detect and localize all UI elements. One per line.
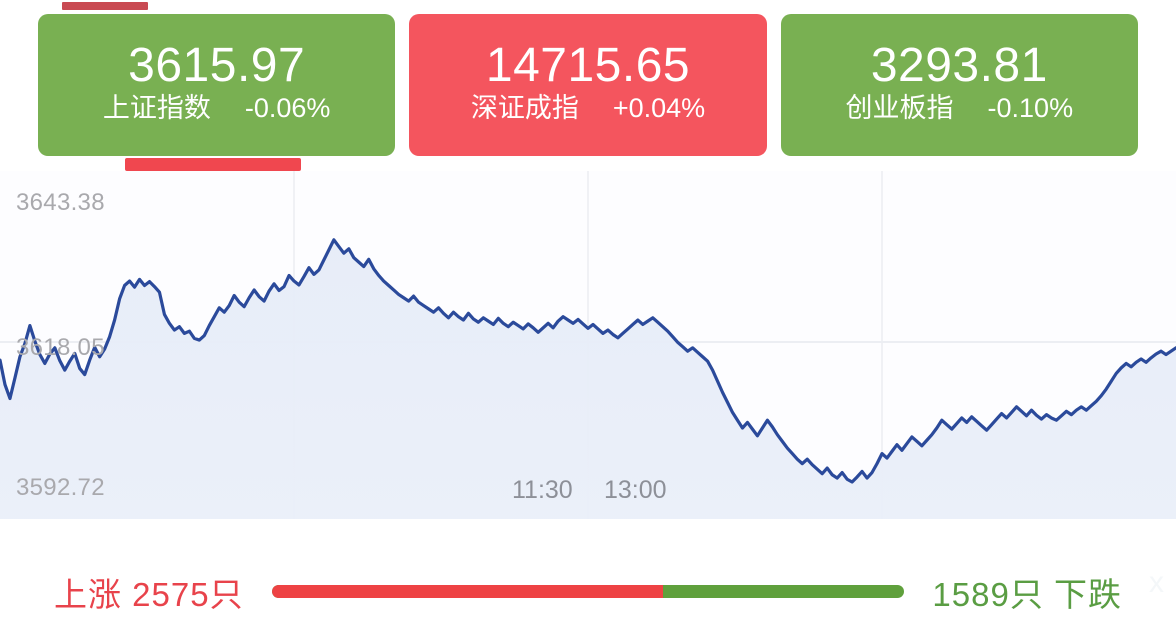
chart-area-fill <box>0 239 1176 519</box>
market-breadth-bar: 上涨 2575只 1589只 下跌 <box>0 519 1176 622</box>
index-card-shenzhen[interactable]: 14715.65 深证成指 +0.04% <box>409 14 767 156</box>
index-name: 创业板指 <box>845 93 954 124</box>
selected-index-underline <box>125 158 301 171</box>
index-name: 深证成指 <box>470 93 579 124</box>
y-axis-high-label: 3643.38 <box>16 189 105 216</box>
index-change-pct: +0.04% <box>612 93 706 124</box>
breadth-inner: 上涨 2575只 1589只 下跌 <box>0 568 1176 616</box>
index-cards-row: 3615.97 上证指数 -0.06% 14715.65 深证成指 +0.04%… <box>0 14 1176 156</box>
index-card-chinext[interactable]: 3293.81 创业板指 -0.10% <box>780 14 1138 156</box>
advancing-label: 上涨 2575只 <box>54 575 244 613</box>
breadth-progress-track[interactable] <box>271 585 905 598</box>
index-value: 14715.65 <box>485 38 691 92</box>
y-axis-mid-label: 3618.05 <box>16 334 105 361</box>
declining-label: 1589只 下跌 <box>932 575 1122 613</box>
top-accent-marker <box>62 2 148 10</box>
y-axis-low-label: 3592.72 <box>16 474 105 501</box>
intraday-chart-svg <box>0 171 1176 519</box>
index-name: 上证指数 <box>102 93 211 124</box>
x-axis-label-1130: 11:30 <box>512 476 573 504</box>
chart-line <box>0 238 1176 484</box>
index-card-footer: 上证指数 -0.06% <box>103 93 331 124</box>
index-value: 3615.97 <box>128 38 306 92</box>
intraday-chart[interactable]: 3643.38 3618.05 3592.72 11:30 13:00 <box>0 171 1176 519</box>
index-card-footer: 创业板指 -0.10% <box>846 93 1074 124</box>
watermark-text: x <box>1149 566 1164 599</box>
index-card-footer: 深证成指 +0.04% <box>471 93 705 124</box>
index-change-pct: -0.10% <box>987 93 1074 124</box>
index-value: 3293.81 <box>870 38 1048 92</box>
index-card-shanghai[interactable]: 3615.97 上证指数 -0.06% <box>38 14 396 156</box>
x-axis-label-1300: 13:00 <box>604 476 667 504</box>
index-change-pct: -0.06% <box>244 93 331 124</box>
breadth-advancing-fill <box>271 585 663 598</box>
